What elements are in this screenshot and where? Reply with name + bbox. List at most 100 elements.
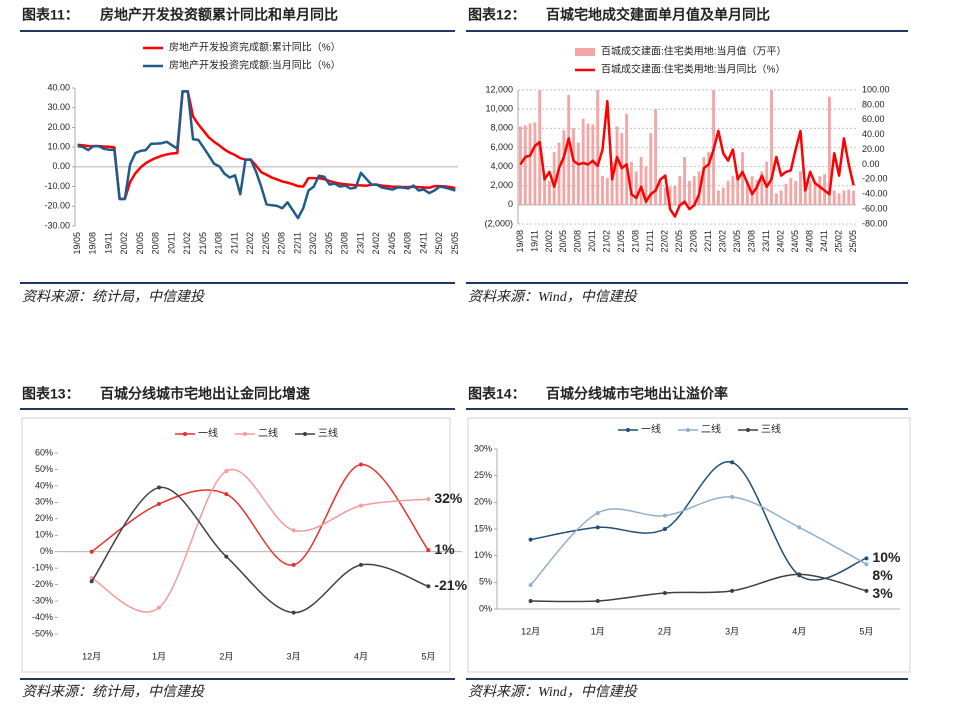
y-tick-label: -20.00 [44, 201, 70, 211]
point-marker [359, 503, 363, 508]
bar [726, 180, 730, 205]
point-marker [291, 562, 296, 567]
y-tick-label: 10,000 [485, 104, 513, 114]
y-tick-label: 6,000 [490, 142, 513, 152]
x-tick-label: 19/08 [515, 230, 525, 253]
x-tick-label: 20/08 [151, 232, 161, 255]
y-tick-label: 30% [35, 497, 53, 507]
x-tick-label: 24/11 [418, 232, 428, 254]
bar [813, 181, 817, 205]
y-tick-label: -30% [32, 595, 53, 605]
x-tick-label: 22/05 [261, 232, 271, 255]
series-line [91, 463, 429, 566]
y-tick-label: -40% [32, 612, 53, 622]
point-marker [864, 588, 869, 593]
x-tick-label: 24/05 [387, 232, 397, 255]
point-marker [224, 469, 229, 474]
y-tick-label: 20% [474, 497, 492, 507]
x-tick-label: 24/02 [776, 230, 786, 253]
bar [518, 126, 522, 205]
x-tick-label: 21/08 [214, 232, 224, 255]
x-tick-label: 2月 [658, 626, 672, 636]
point-marker [662, 591, 667, 595]
y-tick-label: -50% [32, 628, 53, 638]
x-tick-label: 23/11 [761, 230, 771, 252]
bar [562, 130, 566, 205]
legend-marker [626, 428, 630, 432]
x-tick-label: 22/02 [660, 230, 670, 253]
bar [803, 187, 807, 205]
series-line [530, 461, 867, 581]
point-marker [662, 527, 667, 531]
y-tick-label: 30% [474, 443, 492, 453]
x-tick-label: 21/05 [616, 230, 626, 253]
legend-label: 房地产开发投资完成额:当月同比（%） [169, 59, 341, 72]
figure-title: 百城分线城市宅地出让溢价率 [546, 386, 728, 402]
y-tick-label: 20.00 [47, 122, 70, 132]
figure-title: 房地产开发投资额累计同比和单月同比 [100, 7, 338, 23]
bar [847, 189, 851, 205]
series-line [77, 90, 456, 201]
legend-swatch [575, 48, 595, 56]
bar [842, 190, 846, 205]
y2-tick-label: -60.00 [862, 203, 888, 213]
x-tick-label: 25/05 [848, 230, 858, 253]
point-marker [89, 549, 94, 554]
y-tick-label: 30.00 [47, 102, 70, 112]
y-tick-label: -30.00 [44, 220, 70, 230]
x-tick-label: 24/11 [819, 230, 829, 252]
bar [683, 157, 687, 205]
point-marker [864, 562, 869, 567]
x-tick-label: 21/11 [229, 232, 239, 254]
x-tick-label: 24/05 [790, 230, 800, 253]
figure-number: 图表14： [468, 386, 526, 402]
point-marker [595, 525, 600, 530]
bar [668, 186, 672, 205]
bar [716, 190, 720, 205]
point-marker [528, 583, 533, 587]
y-tick-label: 8,000 [490, 123, 513, 133]
y2-tick-label: 80.00 [862, 99, 885, 109]
point-marker [157, 605, 161, 610]
bar [770, 90, 773, 205]
point-marker [359, 462, 363, 467]
y-tick-label: 25% [474, 470, 492, 480]
legend-label: 一线 [198, 427, 218, 440]
bar [572, 128, 575, 205]
y-tick-label: 40% [35, 480, 53, 490]
bar [639, 157, 643, 205]
y-tick-label: 5% [479, 577, 492, 587]
y-tick-label: 0 [508, 199, 513, 209]
point-marker [595, 511, 600, 515]
x-tick-label: 22/11 [292, 232, 302, 254]
data-label: 1% [434, 541, 455, 557]
bar [601, 176, 604, 205]
x-tick-label: 21/08 [631, 230, 641, 253]
x-tick-label: 21/02 [602, 230, 612, 253]
bar [852, 190, 856, 205]
point-marker [662, 513, 667, 518]
bar [543, 176, 547, 205]
x-tick-label: 21/05 [198, 232, 208, 255]
y-tick-label: 12,000 [485, 84, 513, 94]
y2-tick-label: -80.00 [862, 218, 888, 228]
y-tick-label: 0% [479, 603, 492, 613]
legend-label: 二线 [701, 423, 721, 436]
point-marker [730, 460, 735, 465]
legend-marker [746, 428, 750, 432]
bar [625, 113, 629, 205]
bar [552, 152, 556, 205]
series-line [91, 486, 429, 614]
bar [779, 190, 783, 205]
x-tick-label: 23/02 [718, 230, 728, 253]
bar [630, 161, 633, 205]
x-tick-label: 22/11 [703, 230, 713, 252]
bar [832, 190, 836, 205]
bar [827, 96, 831, 205]
legend-label: 百城成交建面:住宅类用地:当月值（万平） [601, 45, 787, 58]
x-tick-label: 25/05 [450, 232, 460, 255]
bar [687, 180, 691, 205]
x-tick-label: 21/02 [182, 232, 192, 255]
bar [658, 180, 662, 205]
